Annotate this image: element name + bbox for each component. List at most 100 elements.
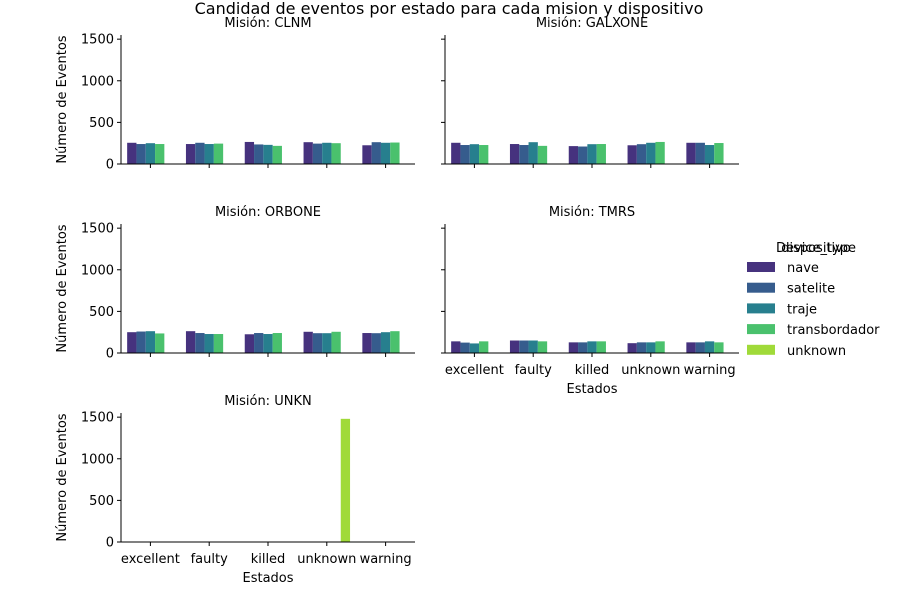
bar-nave-excellent xyxy=(127,332,137,353)
bar-satelite-excellent xyxy=(460,342,470,353)
bar-satelite-unknown xyxy=(312,143,323,164)
bar-satelite-killed xyxy=(578,146,588,164)
bar-transbordador-excellent xyxy=(155,144,165,164)
panel-title: Misión: TMRS xyxy=(549,205,635,220)
bar-transbordador-killed xyxy=(272,145,282,164)
panel-4: Misión: TMRS excellent faulty killed unknown… xyxy=(441,205,739,397)
bar-satelite-warning xyxy=(695,342,705,353)
x-axis-label: Estados xyxy=(566,382,617,397)
bar-traje-faulty xyxy=(528,142,538,164)
x-tick-label: warning xyxy=(360,552,412,567)
y-tick-label: 500 xyxy=(89,116,114,131)
bar-traje-killed xyxy=(587,144,597,164)
bar-satelite-faulty xyxy=(195,333,205,353)
bar-nave-excellent xyxy=(451,142,461,164)
legend-label-satelite: satelite xyxy=(787,282,835,297)
bar-nave-killed xyxy=(568,146,579,164)
bar-satelite-faulty xyxy=(195,142,205,164)
legend-swatch-unknown xyxy=(747,344,775,355)
bar-nave-faulty xyxy=(509,144,520,164)
bar-transbordador-faulty xyxy=(537,341,548,353)
bar-satelite-killed xyxy=(578,342,588,353)
bar-nave-unknown xyxy=(627,145,637,164)
bar-satelite-killed xyxy=(254,144,264,164)
bar-nave-excellent xyxy=(127,142,137,164)
bar-transbordador-unknown xyxy=(655,341,665,353)
bar-transbordador-warning xyxy=(390,142,400,164)
legend-label-unknown: unknown xyxy=(787,344,846,359)
y-tick-label: 500 xyxy=(89,305,114,320)
bar-traje-excellent xyxy=(469,343,480,353)
legend-title-1: dispositivo xyxy=(781,241,851,256)
bar-transbordador-killed xyxy=(596,341,606,353)
legend-swatch-nave xyxy=(747,262,775,272)
y-tick-label: 0 xyxy=(106,347,114,362)
bar-satelite-unknown xyxy=(636,144,647,164)
bar-transbordador-excellent xyxy=(479,145,489,164)
panel-title: Misión: GALXONE xyxy=(536,16,648,31)
bar-satelite-unknown xyxy=(312,333,323,353)
x-tick-label: excellent xyxy=(121,552,180,567)
bar-satelite-warning xyxy=(371,142,381,164)
bar-satelite-unknown xyxy=(636,342,647,353)
panel-3: Misión: ORBONE 0 500 1000 1500 Número de Even… xyxy=(55,205,415,362)
bar-traje-faulty xyxy=(204,144,214,164)
panel-title: Misión: UNKN xyxy=(224,394,311,409)
x-axis-label: Estados xyxy=(242,571,293,586)
bar-nave-killed xyxy=(244,334,255,353)
bar-nave-warning xyxy=(686,342,696,353)
bar-nave-excellent xyxy=(451,341,461,353)
bar-transbordador-warning xyxy=(714,143,724,164)
panels: Misión: CLNM 0 500 1000 1500 Número de Evento… xyxy=(55,16,739,586)
x-tick-label: faulty xyxy=(191,552,228,567)
y-tick-label: 1000 xyxy=(81,452,114,467)
x-tick-label: unknown xyxy=(621,363,680,378)
panel-2: Misión: GALXONE xyxy=(441,16,739,168)
y-tick-label: 1500 xyxy=(81,222,114,237)
bar-nave-faulty xyxy=(509,340,520,353)
bar-satelite-excellent xyxy=(136,331,146,353)
bar-transbordador-warning xyxy=(390,331,400,353)
bar-transbordador-excellent xyxy=(155,333,165,353)
legend-label-nave: nave xyxy=(787,261,819,276)
bar-satelite-killed xyxy=(254,333,264,353)
bar-transbordador-unknown xyxy=(331,331,341,353)
y-axis-label: Número de Eventos xyxy=(55,413,70,541)
x-tick-label: killed xyxy=(575,363,610,378)
y-tick-label: 1500 xyxy=(81,411,114,426)
bar-transbordador-unknown xyxy=(331,143,341,164)
legend-swatch-transbordador xyxy=(747,324,775,335)
bar-traje-warning xyxy=(380,332,391,353)
y-axis-label: Número de Eventos xyxy=(55,224,70,352)
bar-nave-warning xyxy=(362,333,372,353)
bar-traje-warning xyxy=(380,142,391,164)
bar-transbordador-faulty xyxy=(213,143,224,164)
panel-1: Misión: CLNM 0 500 1000 1500 Número de Evento… xyxy=(55,16,415,173)
y-axis-label: Número de Eventos xyxy=(55,35,70,163)
bar-traje-killed xyxy=(263,144,273,164)
bar-nave-unknown xyxy=(627,343,637,353)
legend-swatch-satelite xyxy=(747,282,775,293)
bar-transbordador-faulty xyxy=(537,145,548,164)
bar-transbordador-excellent xyxy=(479,341,489,353)
bar-traje-unknown xyxy=(322,142,332,164)
bar-nave-unknown xyxy=(303,142,313,164)
legend-swatch-traje xyxy=(747,303,775,314)
bar-traje-warning xyxy=(704,145,715,164)
legend-label-transbordador: transbordador xyxy=(787,323,880,338)
bar-transbordador-unknown xyxy=(655,141,665,164)
bar-transbordador-faulty xyxy=(213,334,224,353)
y-tick-label: 1500 xyxy=(81,33,114,48)
x-tick-label: faulty xyxy=(515,363,552,378)
y-tick-label: 0 xyxy=(106,536,114,551)
bar-satelite-warning xyxy=(695,142,705,164)
legend-title-2: Device_type xyxy=(776,241,856,256)
bar-traje-excellent xyxy=(145,331,156,353)
bar-traje-unknown xyxy=(646,342,656,353)
bar-traje-faulty xyxy=(204,334,214,353)
bar-transbordador-killed xyxy=(272,333,282,353)
bar-nave-killed xyxy=(568,342,579,353)
bar-traje-warning xyxy=(704,341,715,353)
bar-nave-killed xyxy=(244,141,255,164)
